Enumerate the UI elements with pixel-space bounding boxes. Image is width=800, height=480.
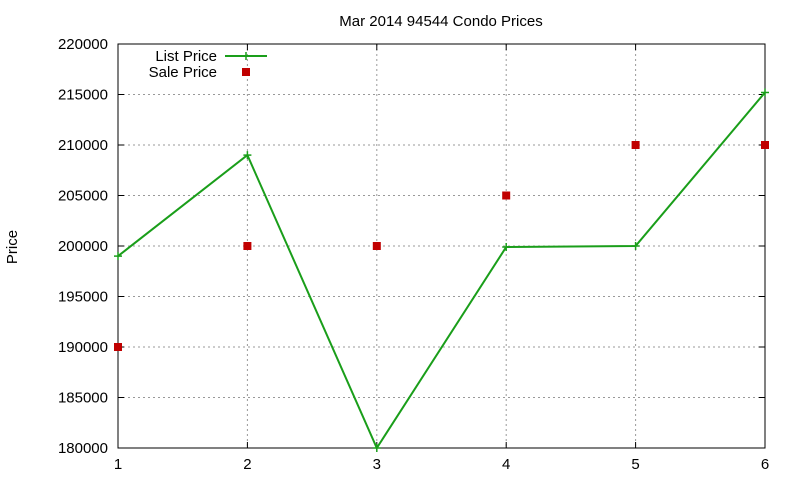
legend-square-marker (242, 68, 250, 76)
x-tick-label: 4 (502, 456, 510, 473)
y-tick-label: 190000 (58, 339, 108, 356)
grid-lines (118, 44, 765, 448)
list-price-point (502, 243, 511, 252)
legend-label: Sale Price (149, 64, 217, 81)
list-price-point (372, 444, 381, 452)
x-tick-label: 2 (243, 456, 251, 473)
list-price-point (114, 252, 122, 261)
series-layer (114, 88, 769, 452)
x-tick-label: 1 (114, 456, 122, 473)
y-tick-label: 205000 (58, 188, 108, 205)
sale-price-point (761, 141, 769, 149)
y-tick-label: 180000 (58, 440, 108, 457)
sale-price-point (372, 242, 381, 250)
y-tick-label: 220000 (58, 36, 108, 53)
chart-title: Mar 2014 94544 Condo Prices (339, 13, 542, 30)
x-tick-label: 5 (631, 456, 639, 473)
y-axis-label: Price (4, 230, 21, 264)
sale-price-point (631, 141, 640, 149)
legend-plus-marker (242, 52, 250, 60)
y-tick-label: 185000 (58, 390, 108, 407)
axis-ticks: 1 2 3 4 5 6 180000 185000 190000 195000 200000 2050… (58, 36, 769, 473)
y-tick-label: 195000 (58, 289, 108, 306)
sale-price-point (502, 191, 511, 200)
y-tick-label: 200000 (58, 238, 108, 255)
legend-label: List Price (155, 48, 217, 65)
plot-frame (117, 43, 766, 449)
list-price-point (243, 151, 252, 160)
sale-price-point (114, 343, 122, 351)
x-tick-label: 3 (373, 456, 381, 473)
list-price-point (631, 242, 640, 250)
y-tick-label: 210000 (58, 137, 108, 154)
list-price-line (117, 91, 766, 451)
y-tick-label: 215000 (58, 87, 108, 104)
sale-price-point (243, 242, 252, 250)
x-tick-label: 6 (761, 456, 769, 473)
list-price-point (761, 88, 769, 97)
